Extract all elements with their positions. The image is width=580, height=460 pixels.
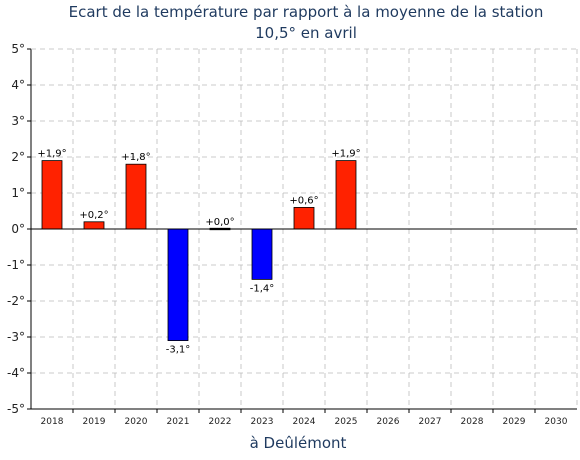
x-tick-label-2022: 2022 [209,417,232,427]
x-tick-label-2020: 2020 [125,417,148,427]
x-axis-label: à Deûlémont [250,434,347,452]
data-labels: +1,9° +0,2° +1,8° -3,1° +0,0° -1,4° +0,6° +1,9° [37,149,360,356]
y-tick-label: 4° [11,78,25,92]
bar-2024 [293,206,315,230]
y-tick-label: 1° [11,186,25,200]
bars [41,160,357,341]
x-axis-ticks: 2018 2019 2020 2021 2022 2023 2024 2025 2026 2027… [41,409,568,427]
y-tick-label: -3° [7,330,25,344]
data-label-2023: -1,4° [250,283,275,294]
data-label-2018: +1,9° [37,149,66,160]
data-label-2024: +0,6° [289,195,318,206]
data-label-2022: +0,0° [205,217,234,228]
y-tick-label: 3° [11,114,25,128]
y-tick-label: 5° [11,42,25,56]
y-tick-label: 0° [11,222,25,236]
y-tick-label: -4° [7,366,25,380]
axes [30,48,578,410]
x-tick-label-2021: 2021 [167,417,190,427]
bar-2021 [167,228,189,341]
data-label-2025: +1,9° [331,149,360,160]
x-tick-label-2026: 2026 [377,417,400,427]
x-tick-label-2025: 2025 [335,417,358,427]
bar-2019 [83,221,105,230]
y-tick-label: 2° [11,150,25,164]
y-axis-ticks: 5° 4° 3° 2° 1° 0° -1° -2° -3° -4° -5° [7,42,31,416]
bar-2018 [41,160,63,230]
y-tick-label: -1° [7,258,25,272]
chart-title-line1: Ecart de la température par rapport à la… [69,3,544,21]
chart-title-line2: 10,5° en avril [255,24,357,42]
x-tick-label-2018: 2018 [41,417,64,427]
y-tick-label: -5° [7,402,25,416]
x-tick-label-2029: 2029 [503,417,526,427]
bar-2025 [335,160,357,230]
x-tick-label-2023: 2023 [251,417,274,427]
x-tick-label-2019: 2019 [83,417,106,427]
x-tick-label-2024: 2024 [293,417,316,427]
bar-2020 [125,163,147,230]
y-tick-label: -2° [7,294,25,308]
data-label-2020: +1,8° [121,152,150,163]
bar-2023 [251,228,273,280]
x-tick-label-2030: 2030 [545,417,568,427]
data-label-2021: -3,1° [166,345,191,356]
x-tick-label-2027: 2027 [419,417,442,427]
data-label-2019: +0,2° [79,210,108,221]
x-tick-label-2028: 2028 [461,417,484,427]
